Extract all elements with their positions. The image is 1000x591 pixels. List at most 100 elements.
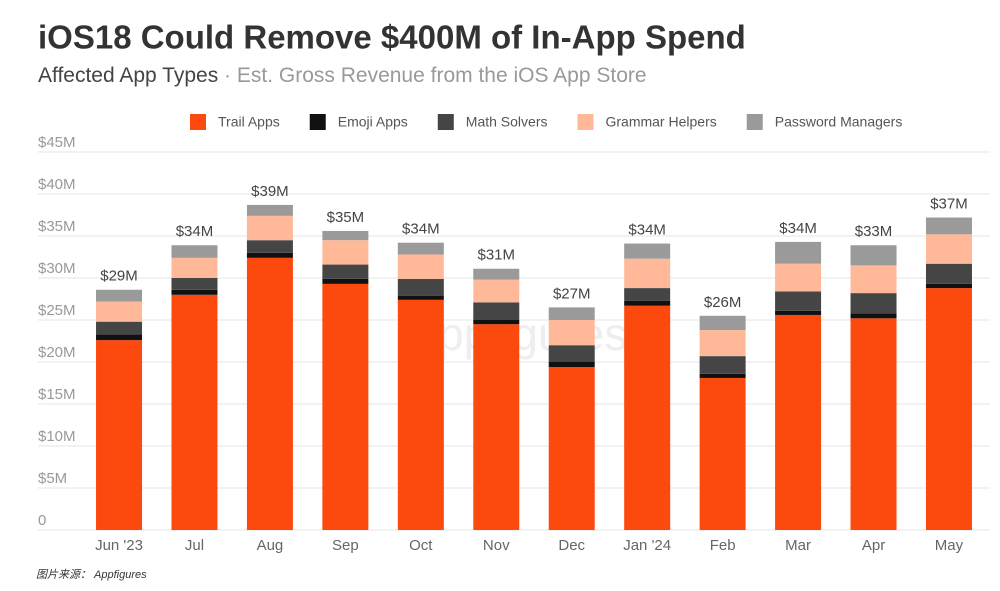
bar-segment [322,240,369,265]
total-label: $31M [478,247,516,264]
bar-segment [473,279,520,303]
x-tick-label: Dec [558,537,585,554]
bar-segment [925,263,972,284]
bar-segment [775,310,822,315]
y-tick-label: $10M [38,428,76,445]
bar-segment [624,258,671,289]
x-tick-label: Apr [862,537,885,554]
legend-label: Emoji Apps [338,114,408,130]
y-tick-label: $40M [38,176,76,193]
watermark: appfigures [413,308,628,360]
bar-segment [246,252,293,258]
bar-segment [925,283,972,289]
total-label: $37M [930,195,968,212]
total-label: $34M [176,223,214,240]
total-label: $34M [779,220,817,237]
bar-segment [171,289,218,295]
total-label: $35M [327,209,365,226]
y-tick-label: $25M [38,302,76,319]
bar-segment [171,294,218,530]
bar-segment [473,324,520,530]
bar-segment [96,321,143,335]
bar-segment [775,314,822,530]
bar-segment [699,356,746,374]
subtitle: Affected App Types [38,64,218,87]
legend-swatch [437,114,454,130]
bar-segment [96,289,143,302]
bar-segment [246,240,293,253]
bar-segment [925,217,972,235]
y-tick-label: $15M [38,386,76,403]
bar-segment [322,230,369,241]
total-label: $26M [704,294,742,311]
bar-segment [699,315,746,331]
subtitle-detail: · Est. Gross Revenue from the iOS App St… [224,64,647,87]
bar-segment [397,295,444,300]
y-tick-label: $20M [38,344,76,361]
bar-segment [624,305,671,530]
x-tick-label: Sep [332,537,359,554]
x-tick-label: Oct [409,537,433,554]
bar-segment [171,245,218,258]
bar-segment [850,293,897,314]
bar-segment [775,263,822,292]
bar-segment [925,288,972,530]
legend-label: Password Managers [775,114,903,130]
bar-segment [246,204,293,216]
x-tick-label: Jun '23 [95,537,143,554]
bar-segment [548,362,595,368]
bar-segment [473,268,520,280]
bar-segment [850,313,897,319]
bar-segment [850,265,897,294]
bar-segment [699,330,746,357]
bar-segment [925,234,972,264]
total-label: $34M [402,221,440,238]
y-tick-label: $5M [38,470,67,487]
legend-label: Trail Apps [218,114,280,130]
bar-segment [699,377,746,530]
legend-swatch [577,114,594,130]
chart-title: iOS18 Could Remove $400M of In-App Spend [38,19,746,56]
bar-segment [624,288,671,301]
y-tick-label: $30M [38,260,76,277]
total-label: $29M [100,268,138,285]
total-label: $27M [553,285,591,302]
bar-segment [699,373,746,378]
bar-segment [96,301,143,322]
x-tick-label: Jan '24 [623,537,671,554]
x-tick-label: May [935,537,964,554]
bar-segment [96,340,143,530]
x-tick-label: Mar [785,537,811,554]
bar-segment [548,367,595,530]
bar-segment [775,291,822,311]
total-label: $34M [628,222,666,239]
bar-segment [548,307,595,320]
bar-segment [624,300,671,306]
legend-swatch [190,114,206,130]
bar-segment [397,278,444,296]
legend-label: Math Solvers [466,114,548,130]
total-label: $33M [855,223,893,240]
bar-segment [624,243,671,259]
bar-segment [322,283,369,530]
y-tick-label: $35M [38,218,76,235]
x-tick-label: Nov [483,537,510,554]
bar-segment [246,257,293,530]
source: 图片来源： Appfigures [36,568,147,581]
bar-segment [246,215,293,241]
x-tick-label: Jul [185,537,204,554]
legend-swatch [309,114,326,130]
x-tick-label: Feb [710,537,736,554]
bar-segment [397,254,444,279]
bar-segment [322,264,369,279]
bar-segment [397,242,444,255]
chart-subtitle: Affected App Types · Est. Gross Revenue … [38,64,647,87]
bar-segment [171,257,218,278]
bar-segment [322,278,369,284]
legend-swatch [746,114,763,130]
bar-segment [775,241,822,264]
y-tick-label: 0 [38,512,46,529]
bar-segment [397,299,444,530]
bar-segment [850,318,897,530]
